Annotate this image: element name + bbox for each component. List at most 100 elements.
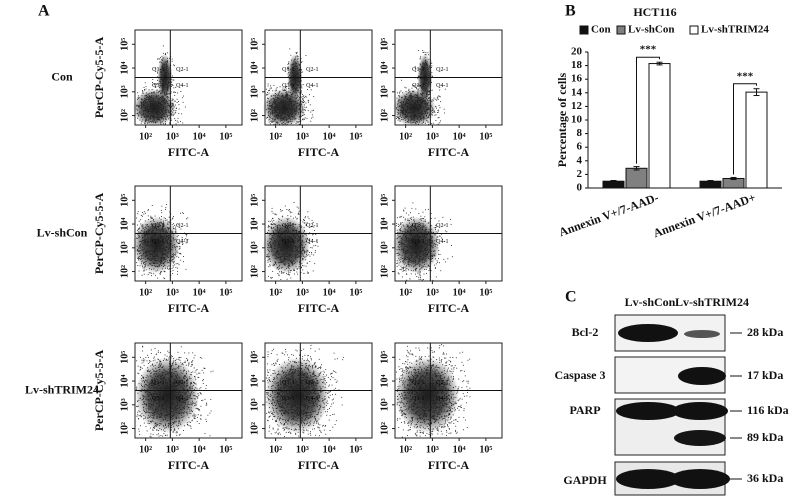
event-dot (154, 256, 155, 257)
event-dot (284, 261, 285, 262)
event-dot (402, 92, 403, 93)
event-dot (400, 105, 401, 106)
event-dot (173, 253, 174, 254)
event-dot (175, 267, 176, 268)
event-dot (288, 103, 289, 104)
event-dot (168, 249, 169, 250)
event-dot (178, 101, 179, 102)
event-dot (147, 237, 148, 238)
event-dot (431, 63, 432, 64)
x-tick-label: 10⁵ (219, 287, 232, 298)
event-dot (144, 98, 145, 99)
event-dot (166, 82, 167, 83)
event-dot (172, 103, 173, 104)
event-dot (138, 259, 139, 260)
event-dot (284, 117, 285, 118)
event-dot (274, 101, 275, 102)
event-dot (295, 258, 296, 259)
event-dot (271, 249, 272, 250)
event-dot (171, 106, 172, 107)
event-dot (431, 82, 432, 83)
event-dot (299, 214, 300, 215)
event-dot (401, 91, 402, 92)
event-dot (418, 124, 419, 125)
event-dot (427, 61, 428, 62)
event-dot (417, 92, 418, 93)
event-dot (142, 119, 143, 120)
event-dot (412, 202, 413, 203)
event-dot (403, 113, 404, 114)
event-dot (267, 243, 268, 244)
event-dot (427, 109, 428, 110)
event-dot (428, 122, 429, 123)
event-dot (405, 237, 406, 238)
event-dot (288, 95, 289, 96)
event-dot (167, 256, 168, 257)
event-dot (423, 79, 424, 80)
event-dot (150, 256, 151, 257)
event-dot (425, 76, 426, 77)
event-dot (297, 121, 298, 122)
event-dot (277, 239, 278, 240)
event-dot (280, 86, 281, 87)
event-dot (408, 228, 409, 229)
event-dot (302, 106, 303, 107)
event-dot (431, 258, 432, 259)
event-dot (417, 117, 418, 118)
event-dot (277, 250, 278, 251)
event-dot (138, 105, 139, 106)
event-dot (171, 84, 172, 85)
event-dot (406, 213, 407, 214)
event-dot (142, 247, 143, 248)
event-dot (412, 122, 413, 123)
event-dot (429, 90, 430, 91)
event-dot (163, 260, 164, 261)
event-dot (282, 99, 283, 100)
event-dot (400, 113, 401, 114)
event-dot (283, 112, 284, 113)
event-dot (282, 261, 283, 262)
event-dot (152, 104, 153, 105)
event-dot (295, 65, 296, 66)
event-dot (175, 229, 176, 230)
event-dot (432, 107, 433, 108)
event-dot (422, 267, 423, 268)
event-dot (411, 113, 412, 114)
event-dot (299, 256, 300, 257)
quadrant-label: Q1-1 (152, 67, 164, 73)
event-dot (412, 105, 413, 106)
event-dot (401, 216, 402, 217)
event-dot (411, 261, 412, 262)
event-dot (267, 247, 268, 248)
event-dot (303, 235, 304, 236)
event-dot (401, 103, 402, 104)
event-dot (305, 217, 306, 218)
event-dot (269, 226, 270, 227)
event-dot (176, 246, 177, 247)
event-dot (168, 87, 169, 88)
event-dot (157, 89, 158, 90)
x-tick-label: 10³ (296, 287, 309, 298)
event-dot (406, 98, 407, 99)
event-dot (425, 259, 426, 260)
event-dot (313, 110, 314, 111)
event-dot (270, 88, 271, 89)
event-dot (139, 228, 140, 229)
event-dot (405, 106, 406, 107)
event-dot (291, 76, 292, 77)
event-dot (401, 111, 402, 112)
event-dot (147, 245, 148, 246)
event-dot (267, 232, 268, 233)
event-dot (139, 120, 140, 121)
event-dot (155, 106, 156, 107)
event-dot (150, 108, 151, 109)
event-dot (152, 246, 153, 247)
event-dot (419, 115, 420, 116)
event-dot (403, 104, 404, 105)
event-dot (301, 62, 302, 63)
event-dot (401, 112, 402, 113)
event-dot (174, 247, 175, 248)
event-dot (144, 236, 145, 237)
event-dot (270, 243, 271, 244)
event-dot (434, 112, 435, 113)
